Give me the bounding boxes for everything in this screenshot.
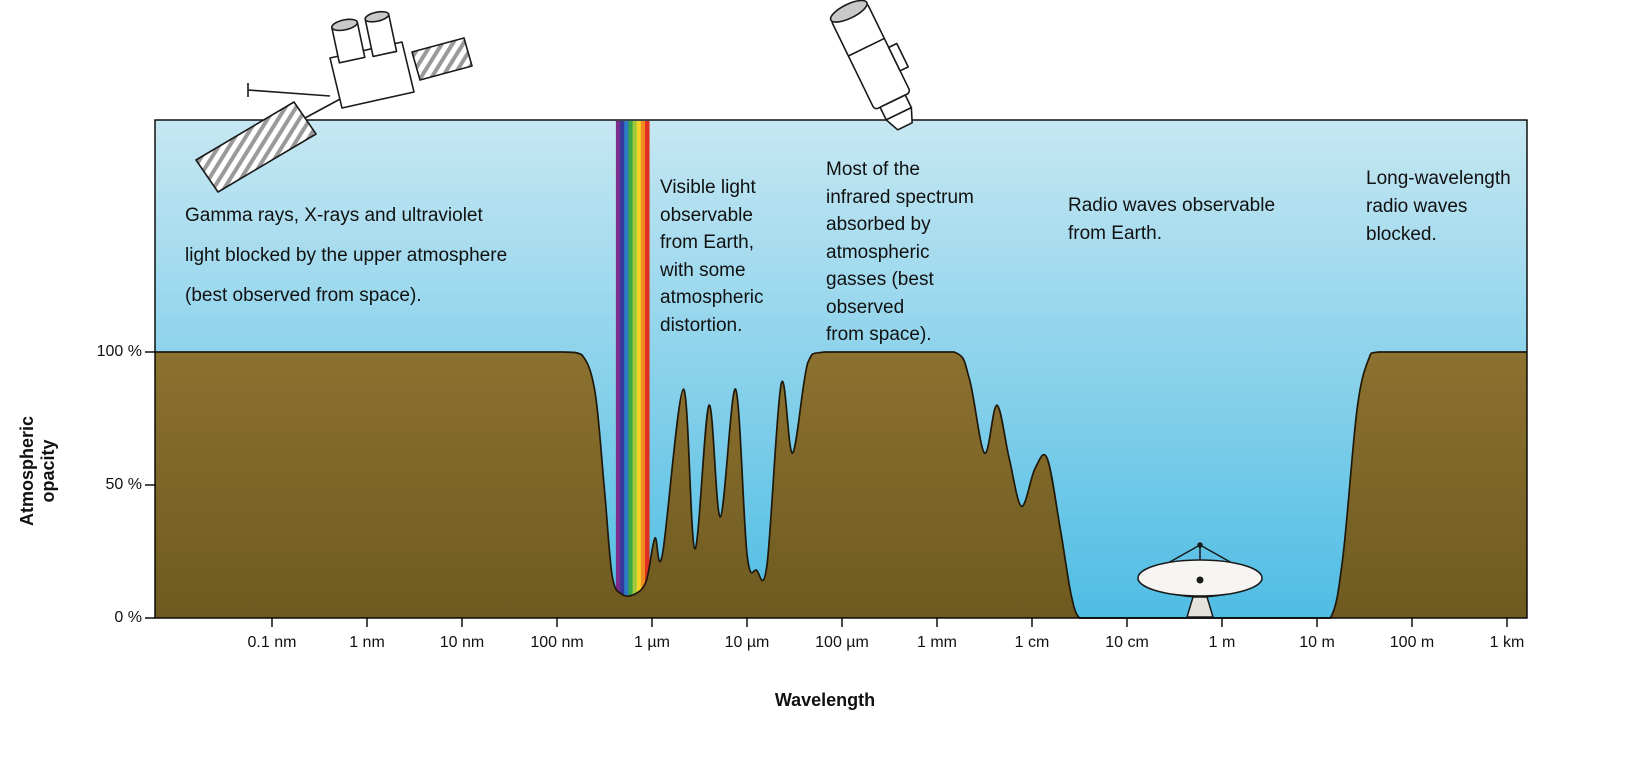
y-tick-label: 0 % (114, 609, 142, 626)
x-tick-label: 100 µm (815, 634, 869, 651)
chart-layers (145, 119, 1528, 627)
x-tick-label: 10 nm (439, 634, 485, 651)
rainbow-stripe (632, 121, 638, 597)
annotation-infrared: Most of the infrared spectrum absorbed b… (826, 159, 974, 345)
opacity-area (155, 352, 1527, 618)
rainbow-stripe (624, 121, 629, 597)
x-tick-label: 10 cm (1105, 634, 1149, 651)
x-tick-label: 1 mm (917, 634, 957, 651)
rainbow-stripe (615, 121, 621, 597)
x-tick-label: 100 m (1389, 634, 1435, 651)
annotation-visible-light: Visible light observable from Earth, wit… (660, 177, 764, 336)
x-tick-label: 100 nm (530, 634, 584, 651)
x-tick-label: 10 µm (724, 634, 770, 651)
y-axis-title: Atmospheric opacity (17, 415, 58, 527)
x-tick-label: 0.1 nm (247, 634, 297, 651)
visible-light-rainbow (615, 121, 650, 597)
annotation-longwave-blocked: Long-wavelength radio waves blocked. (1366, 168, 1511, 245)
rainbow-stripe (640, 121, 646, 597)
x-tick-label: 1 km (1489, 634, 1525, 651)
radio-telescope-icon (1137, 542, 1263, 618)
xray-satellite-icon (195, 10, 473, 193)
y-tick-label: 100 % (96, 343, 142, 360)
rainbow-stripe (636, 121, 642, 597)
x-tick-label: 1 µm (634, 634, 670, 651)
space-telescope-icon (829, 0, 913, 131)
x-tick-label: 1 nm (349, 634, 385, 651)
x-tick-label: 1 cm (1014, 634, 1050, 651)
annotation-radio-window: Radio waves observable from Earth. (1068, 195, 1276, 244)
rainbow-stripe (644, 121, 650, 597)
annotation-gamma-xray-uv: Gamma rays, X-rays and ultraviolet light… (185, 205, 508, 306)
x-axis-title: Wavelength (774, 690, 876, 710)
x-tick-label: 10 m (1299, 634, 1335, 651)
plot-border (154, 119, 1528, 619)
rainbow-stripe (628, 121, 633, 597)
rainbow-stripe (620, 121, 625, 597)
x-tick-label: 1 m (1208, 634, 1236, 651)
y-tick-label: 50 % (105, 476, 142, 493)
